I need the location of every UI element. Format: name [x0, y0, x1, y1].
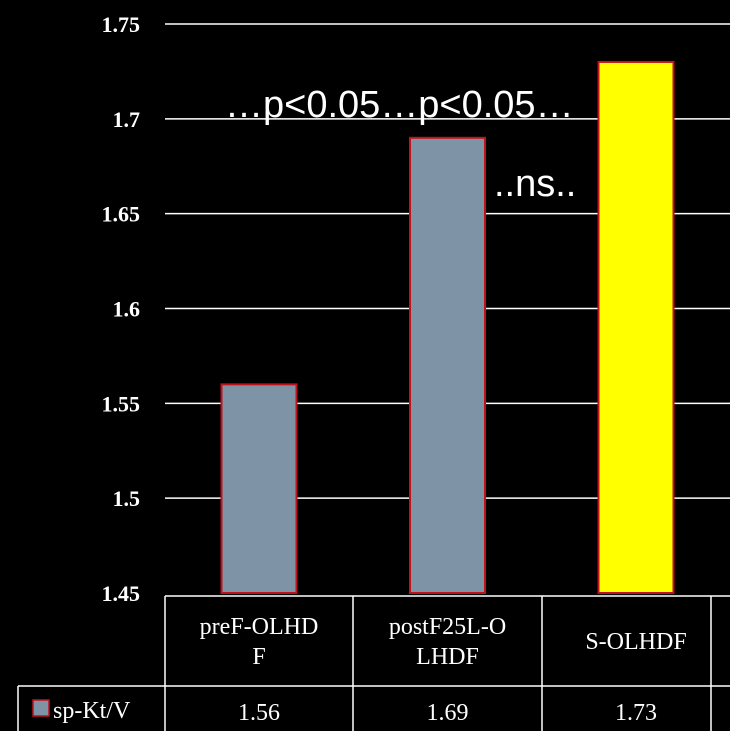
y-tick-label: 1.7	[113, 107, 141, 132]
annotation-ns: ..ns..	[494, 163, 576, 205]
y-tick-label: 1.5	[113, 486, 141, 511]
x-category-label: postF25L-O	[389, 614, 506, 640]
annotation-significance: …p<0.05…p<0.05…	[225, 84, 574, 126]
legend-series-label: sp-Kt/V	[53, 698, 131, 724]
y-tick-label: 1.65	[102, 202, 141, 227]
data-value-label: 1.69	[427, 700, 469, 726]
legend-swatch	[32, 699, 50, 717]
bar-postf25l-olhdf	[409, 136, 486, 595]
y-tick-label: 1.55	[102, 391, 141, 416]
y-axis-ticks: 1.45 1.5 1.55 1.6 1.65 1.7 1.75	[102, 12, 141, 606]
data-value-label: 1.73	[615, 700, 657, 726]
y-tick-label: 1.75	[102, 12, 141, 37]
x-category-label: LHDF	[416, 644, 479, 670]
x-category-label: preF-OLHD	[200, 614, 319, 640]
bar-s-olhdf	[597, 60, 675, 594]
bar-pref-olhdf	[220, 383, 298, 594]
x-category-label: S-OLHDF	[585, 629, 686, 655]
y-tick-label: 1.45	[102, 581, 141, 606]
bars	[220, 60, 675, 595]
y-tick-label: 1.6	[113, 297, 141, 322]
x-category-label: F	[252, 644, 265, 670]
data-value-label: 1.56	[238, 700, 280, 726]
